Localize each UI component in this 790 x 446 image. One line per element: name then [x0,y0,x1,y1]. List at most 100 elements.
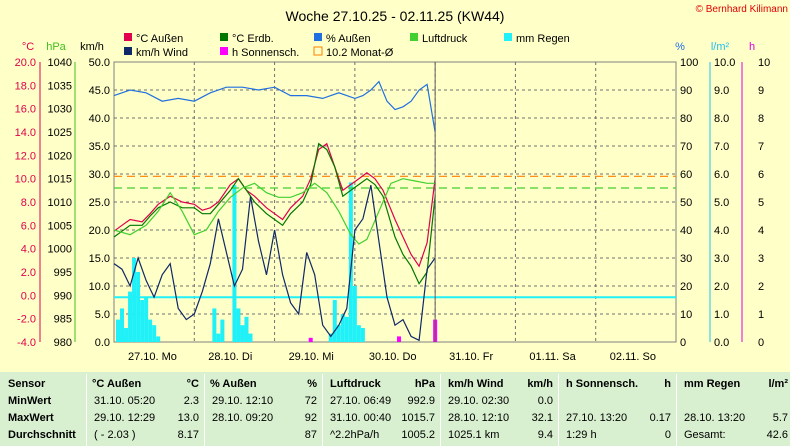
tick-label: 0 [758,337,764,349]
table-header-unit: % [307,378,317,390]
rain-bar [344,316,349,342]
table-header: % Außen [210,378,257,390]
tick-label: 6.0 [21,220,36,232]
table-cell-date: 1025.1 km [448,429,500,441]
tick-label: 50.0 [89,57,110,69]
tick-label: 18.0 [15,80,36,92]
tick-label: 10 [758,57,770,69]
axis-unit-sun: h [749,41,755,53]
tick-label: 6.0 [714,169,729,181]
table-header: h Sonnensch. [566,378,639,390]
rain-bar [232,185,237,342]
rain-bar [116,319,121,342]
table-cell-value: 1005.2 [401,429,435,441]
x-tick-label: 31.10. Fr [449,351,493,363]
tick-label: 1020 [48,150,72,162]
tick-label: 14.0 [15,127,36,139]
rain-bar [328,333,333,342]
table-cell-date: 29.10. 02:30 [448,395,510,407]
series-line [113,185,436,342]
tick-label: 90 [680,85,692,97]
rain-bar [212,308,217,342]
x-tick-label: 02.11. So [610,351,656,363]
rain-bar [120,308,125,342]
tick-label: 10.0 [89,281,110,293]
tick-label: 4 [758,225,764,237]
tick-label: 985 [54,314,72,326]
table-cell-date: 27.10. 06:49 [330,395,392,407]
table-header-unit: h [664,378,671,390]
table-divider [204,374,205,446]
axis-unit-temp: °C [22,41,34,53]
rain-bar [220,319,225,342]
table-cell-date: 27.10. 13:20 [566,412,628,424]
tick-label: 1040 [48,57,72,69]
axis-unit-wind: km/h [80,41,104,53]
rain-bar [336,325,341,342]
table-cell-value: 0 [664,429,671,441]
chart-ticks: 20.018.016.014.012.010.08.06.04.02.00.0-… [15,57,771,349]
table-cell-value: 2.3 [183,395,199,407]
x-tick-label: 01.11. Sa [529,351,576,363]
table-cell-value: 0.17 [649,412,671,424]
weather-chart: Woche 27.10.25 - 02.11.25 (KW44) © Bernh… [0,0,790,372]
tick-label: 1 [758,309,764,321]
tick-label: 1.0 [714,309,729,321]
table-cell-date: 28.10. 13:20 [684,412,746,424]
rain-bar [216,333,221,342]
x-tick-label: 28.10. Di [208,351,252,363]
tick-label: 5.0 [714,197,729,209]
table-cell-value: 32.1 [531,412,553,424]
rain-bar [156,336,161,342]
tick-label: 8 [758,113,764,125]
legend-label: °C Erdb. [232,33,274,45]
table-cell-date: 31.10. 00:40 [330,412,392,424]
tick-label: 0.0 [21,290,36,302]
table-cell-date: 29.10. 12:10 [212,395,274,407]
table-cell-date: Gesamt: [684,429,726,441]
series-line [113,142,436,268]
rain-bar [136,272,141,342]
tick-label: 45.0 [89,85,110,97]
tick-label: 12.0 [15,150,36,162]
tick-label: 980 [54,337,72,349]
legend-swatch [504,33,512,41]
tick-label: 10.0 [714,57,735,69]
tick-label: 20 [680,281,692,293]
table-cell-date: 1:29 h [566,429,597,441]
tick-label: 25.0 [89,197,110,209]
rain-bar [148,319,153,342]
series-line [113,80,436,133]
legend-swatch [314,33,322,41]
table-cell-date: 28.10. 12:10 [448,412,510,424]
tick-label: 1000 [48,244,72,256]
table-header-unit: km/h [527,378,553,390]
legend-swatch [220,47,228,55]
tick-label: 990 [54,290,72,302]
rain-bar [332,300,337,342]
sunshine-bar [397,336,402,342]
rain-bar [340,314,345,342]
table-cell-value: 42.6 [766,429,788,441]
table-cell-value: 0.0 [537,395,553,407]
tick-label: 40 [680,225,692,237]
tick-label: 1015 [48,174,72,186]
legend-label: Luftdruck [422,33,468,45]
tick-label: 9.0 [714,85,729,97]
rain-bar [240,325,245,342]
table-divider [322,374,323,446]
tick-label: 80 [680,113,692,125]
table-header: °C Außen [92,378,142,390]
table-header: Sensor [8,378,46,390]
tick-label: 20.0 [89,225,110,237]
tick-label: 35.0 [89,141,110,153]
tick-label: 7 [758,141,764,153]
axis-unit-rain: l/m² [711,41,730,53]
legend-label: 10.2 Monat-Ø [326,47,394,59]
rain-bar [128,291,133,342]
chart-lines [113,62,676,342]
tick-label: 2.0 [21,267,36,279]
table-row-label: MinWert [8,395,52,407]
table-cell-value: 92 [304,412,317,424]
table-cell-date: 29.10. 12:29 [94,412,156,424]
